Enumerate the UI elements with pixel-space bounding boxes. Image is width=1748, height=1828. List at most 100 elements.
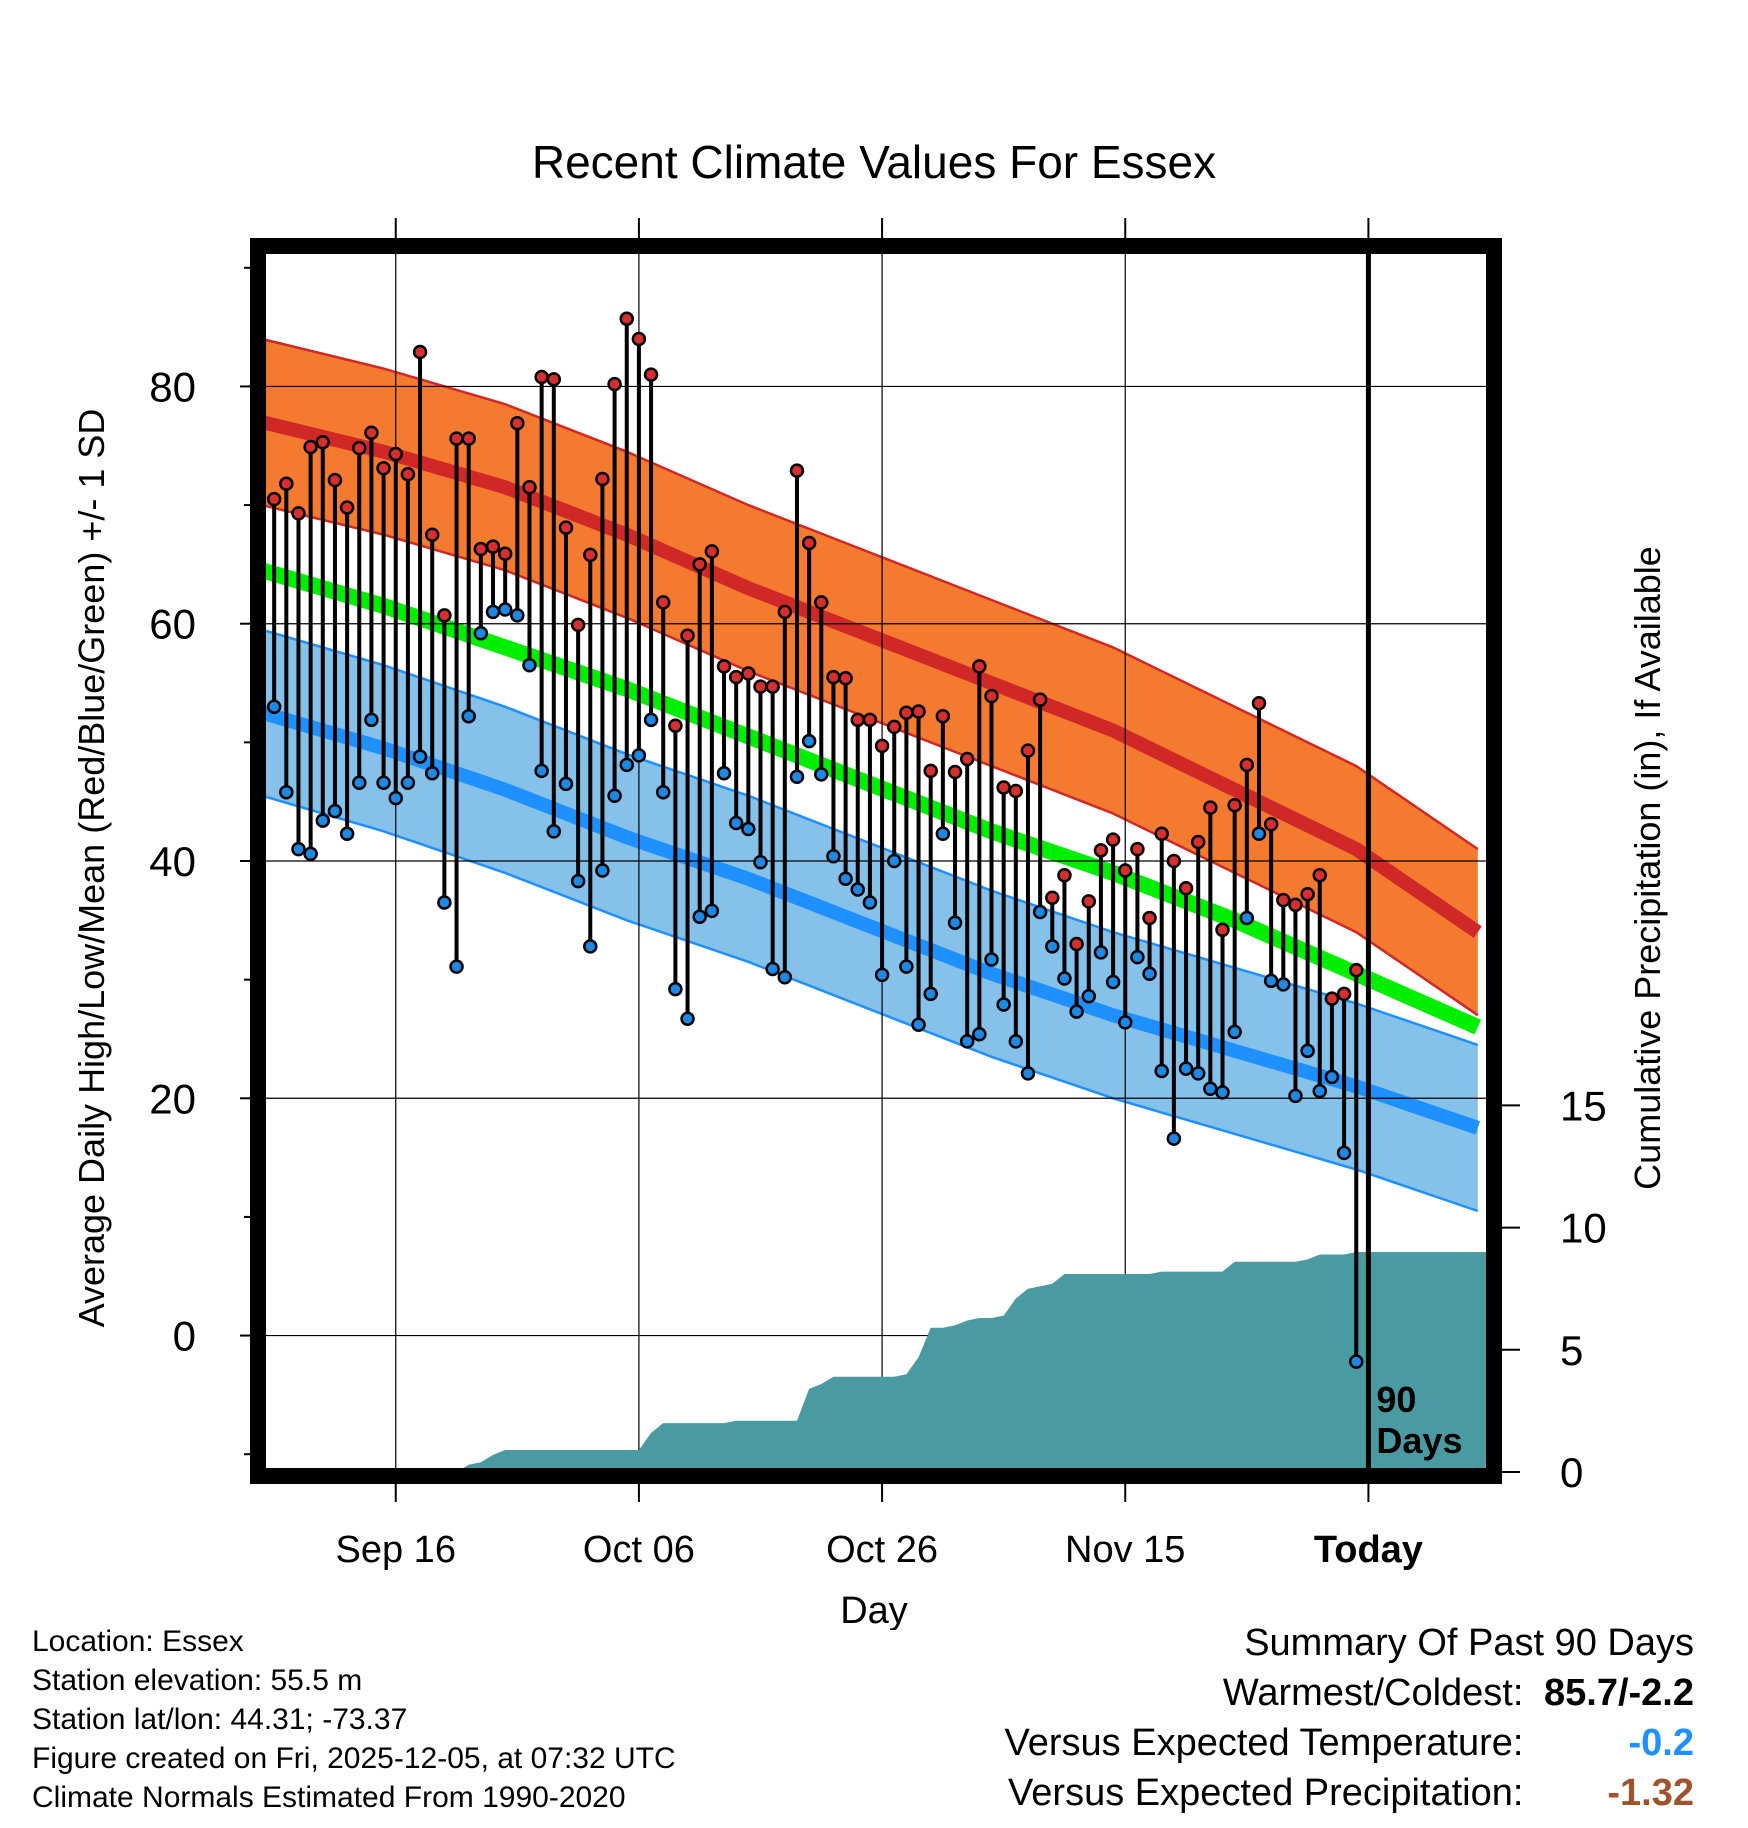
y-tick-label-left-0: 0 bbox=[173, 1313, 196, 1360]
observed-high-point-4 bbox=[303, 439, 318, 455]
observed-high-point-84 bbox=[1276, 892, 1291, 908]
observed-low-point-89 bbox=[1336, 1145, 1352, 1161]
precip-area bbox=[262, 1252, 1490, 1472]
observed-high-point-86 bbox=[1300, 886, 1315, 902]
observed-low-point-15 bbox=[437, 895, 452, 910]
observed-low-point-23 bbox=[534, 763, 549, 779]
observed-low-point-54 bbox=[911, 1017, 926, 1032]
observed-high-point-46 bbox=[814, 595, 829, 610]
observed-high-point-59 bbox=[972, 659, 987, 674]
observed-low-point-25 bbox=[558, 776, 574, 792]
observed-high-point-76 bbox=[1178, 881, 1194, 896]
observed-low-point-46 bbox=[814, 767, 829, 782]
observed-high-point-85 bbox=[1288, 897, 1303, 913]
observed-high-point-37 bbox=[704, 544, 720, 559]
observed-high-point-68 bbox=[1081, 894, 1097, 909]
observed-low-point-60 bbox=[984, 952, 999, 967]
observed-low-point-33 bbox=[655, 784, 671, 800]
observed-low-point-87 bbox=[1312, 1083, 1328, 1099]
observed-high-point-87 bbox=[1312, 867, 1328, 883]
observed-high-point-90 bbox=[1349, 962, 1364, 978]
observed-high-point-49 bbox=[850, 712, 866, 728]
observed-high-point-56 bbox=[935, 709, 951, 724]
chart-title: Recent Climate Values For Essex bbox=[532, 136, 1216, 188]
station-info: Location: Essex Station elevation: 55.5 … bbox=[32, 1622, 676, 1817]
observed-high-point-2 bbox=[279, 476, 294, 491]
observed-high-point-16 bbox=[449, 431, 464, 446]
observed-high-point-54 bbox=[911, 704, 926, 719]
observed-high-point-27 bbox=[583, 547, 598, 563]
observed-high-point-43 bbox=[777, 604, 793, 620]
observed-low-point-22 bbox=[522, 657, 537, 673]
observed-high-point-15 bbox=[437, 608, 452, 623]
observed-high-point-83 bbox=[1263, 816, 1279, 832]
observed-high-point-80 bbox=[1227, 797, 1242, 813]
observed-low-point-47 bbox=[826, 849, 841, 864]
observed-low-point-53 bbox=[899, 959, 914, 974]
summary-precip-row: Versus Expected Precipitation: -1.32 bbox=[1005, 1768, 1694, 1818]
observed-high-point-38 bbox=[716, 659, 732, 674]
observed-high-point-47 bbox=[826, 669, 841, 685]
observed-low-point-31 bbox=[631, 748, 647, 763]
observed-high-point-25 bbox=[558, 520, 574, 535]
observed-low-point-39 bbox=[728, 815, 744, 831]
observed-low-point-82 bbox=[1251, 826, 1267, 841]
observed-high-point-71 bbox=[1117, 863, 1133, 878]
observed-high-point-82 bbox=[1251, 695, 1267, 711]
y-axis-label-right: Cumulative Precipitation (in), If Availa… bbox=[1627, 546, 1668, 1190]
observed-high-point-19 bbox=[485, 539, 501, 554]
observed-high-point-7 bbox=[339, 500, 355, 515]
y-tick-label-right-5: 5 bbox=[1560, 1327, 1583, 1374]
observed-low-point-61 bbox=[996, 997, 1011, 1012]
observed-high-point-52 bbox=[886, 719, 902, 735]
observed-high-point-33 bbox=[655, 595, 671, 610]
observed-low-point-55 bbox=[923, 986, 938, 1002]
observed-low-point-79 bbox=[1215, 1085, 1230, 1100]
summary-title: Summary Of Past 90 Days bbox=[1244, 1622, 1694, 1664]
observed-high-point-42 bbox=[765, 679, 780, 694]
today-label-90: 90 bbox=[1376, 1379, 1416, 1420]
observed-high-point-78 bbox=[1203, 800, 1218, 815]
observed-high-point-67 bbox=[1069, 936, 1084, 952]
observed-high-point-10 bbox=[376, 461, 391, 476]
observed-high-point-70 bbox=[1105, 832, 1121, 847]
observed-low-point-64 bbox=[1032, 904, 1048, 920]
observed-high-point-66 bbox=[1057, 867, 1072, 883]
observed-high-point-58 bbox=[959, 751, 975, 767]
observed-low-point-65 bbox=[1045, 939, 1060, 954]
observed-low-point-58 bbox=[959, 1034, 975, 1049]
normals-text: Climate Normals Estimated From 1990-2020 bbox=[32, 1781, 626, 1814]
observed-low-point-13 bbox=[412, 749, 428, 764]
observed-low-point-83 bbox=[1263, 973, 1279, 989]
y-axis-label-left: Average Daily High/Low/Mean (Red/Blue/Gr… bbox=[71, 409, 112, 1328]
observed-high-point-45 bbox=[801, 535, 817, 551]
observed-low-point-38 bbox=[716, 765, 732, 781]
temp-value: -0.2 bbox=[1628, 1722, 1694, 1764]
observed-high-point-41 bbox=[753, 679, 768, 694]
observed-low-point-3 bbox=[291, 841, 306, 857]
observed-low-point-56 bbox=[935, 826, 951, 841]
observed-low-point-5 bbox=[315, 813, 331, 828]
observed-high-point-81 bbox=[1239, 757, 1255, 773]
observed-low-point-4 bbox=[303, 846, 318, 862]
observed-low-point-73 bbox=[1142, 966, 1157, 981]
observed-low-point-7 bbox=[339, 826, 355, 841]
observed-low-point-18 bbox=[473, 625, 489, 641]
observed-low-point-37 bbox=[704, 903, 720, 919]
observed-high-point-64 bbox=[1032, 692, 1048, 707]
observed-high-point-11 bbox=[388, 446, 403, 462]
observed-high-point-5 bbox=[315, 434, 331, 450]
observed-high-point-77 bbox=[1190, 834, 1206, 850]
observed-low-point-20 bbox=[497, 602, 513, 617]
observed-low-point-9 bbox=[364, 712, 379, 728]
observed-low-point-14 bbox=[424, 765, 440, 781]
observed-high-point-63 bbox=[1020, 743, 1036, 758]
precip-label: Versus Expected Precipitation: bbox=[1008, 1772, 1524, 1814]
observed-high-point-50 bbox=[862, 712, 878, 728]
observed-high-point-62 bbox=[1008, 783, 1024, 799]
observed-high-point-89 bbox=[1336, 986, 1352, 1002]
observed-low-point-52 bbox=[886, 853, 902, 869]
observed-low-point-44 bbox=[789, 769, 805, 785]
observed-low-point-16 bbox=[449, 959, 464, 974]
observed-high-point-53 bbox=[899, 705, 914, 720]
